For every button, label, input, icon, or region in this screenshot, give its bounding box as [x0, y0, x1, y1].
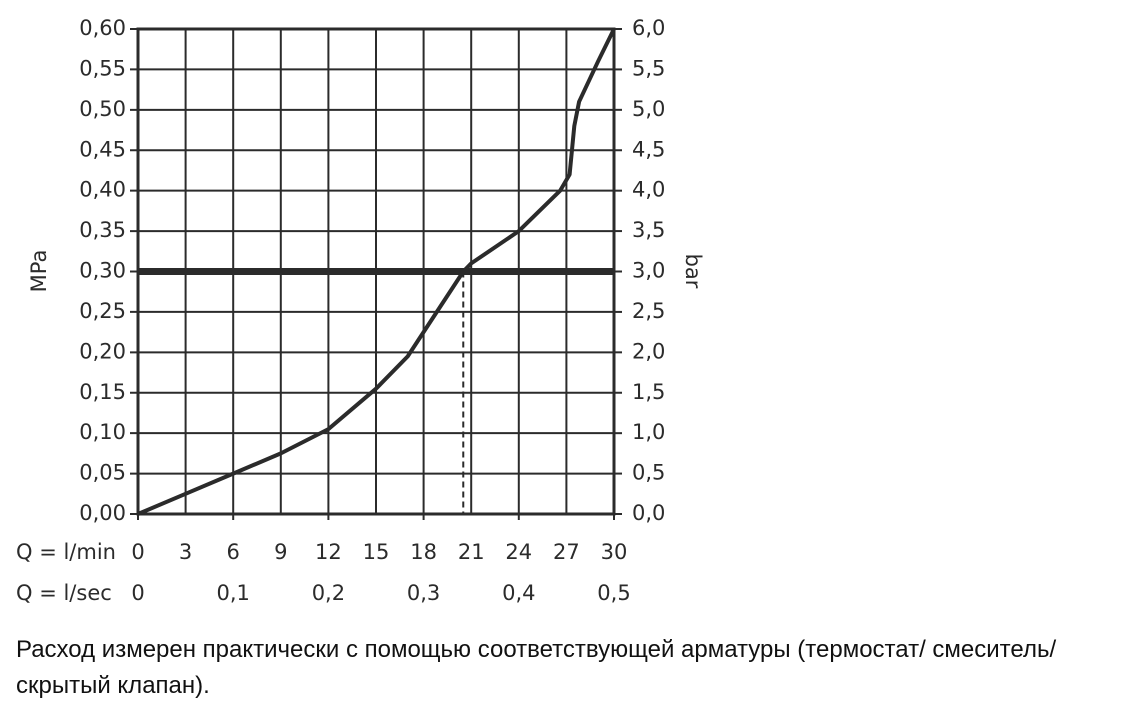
- x-tick-label: 24: [505, 540, 532, 564]
- x2-tick-label: 0,3: [407, 581, 440, 605]
- y2-tick-label: 6,0: [632, 16, 665, 40]
- y2-tick-label: 1,5: [632, 380, 665, 404]
- x-tick-label: 9: [274, 540, 287, 564]
- y2-axis-label: bar: [681, 254, 705, 289]
- y2-tick-label: 0,0: [632, 501, 665, 525]
- x2-tick-label: 0: [131, 581, 144, 605]
- x2-tick-label: 0,4: [502, 581, 535, 605]
- y-tick-label: 0,60: [79, 16, 126, 40]
- curve: [137, 28, 616, 516]
- x-tick-label: 18: [410, 540, 437, 564]
- y2-tick-label: 0,5: [632, 461, 665, 485]
- y-tick-label: 0,35: [79, 218, 126, 242]
- y-tick-label: 0,45: [79, 137, 126, 161]
- x-tick-label: 30: [601, 540, 628, 564]
- y-tick-label: 0,00: [79, 501, 126, 525]
- y2-tick-label: 5,5: [632, 56, 665, 80]
- y-tick-label: 0,55: [79, 56, 126, 80]
- x-tick-label: 12: [315, 540, 342, 564]
- x-tick-label: 15: [363, 540, 390, 564]
- y2-tick-label: 3,0: [632, 259, 665, 283]
- x-tick-label: 21: [458, 540, 485, 564]
- y-tick-label: 0,30: [79, 259, 126, 283]
- y2-tick-label: 2,5: [632, 299, 665, 323]
- y2-tick-label: 4,5: [632, 137, 665, 161]
- note: Расход измерен практически с помощью соо…: [16, 636, 1057, 699]
- x2-tick-label: 0,1: [216, 581, 249, 605]
- x-axis-label: Q = l/min: [16, 540, 116, 564]
- y-tick-label: 0,25: [79, 299, 126, 323]
- x-tick-label: 3: [179, 540, 192, 564]
- y-tick-label: 0,50: [79, 97, 126, 121]
- x2-tick-label: 0,5: [597, 581, 630, 605]
- y2-tick-label: 1,0: [632, 420, 665, 444]
- y-tick-label: 0,20: [79, 339, 126, 363]
- y-tick-label: 0,40: [79, 178, 126, 202]
- y2-tick-label: 5,0: [632, 97, 665, 121]
- y2-tick-label: 2,0: [632, 339, 665, 363]
- y-tick-label: 0,15: [79, 380, 126, 404]
- y2-tick-label: 3,5: [632, 218, 665, 242]
- x-tick-label: 27: [553, 540, 580, 564]
- y-tick-label: 0,10: [79, 420, 126, 444]
- y-tick-label: 0,05: [79, 461, 126, 485]
- y2-tick-label: 4,0: [632, 178, 665, 202]
- x-tick-label: 0: [131, 540, 144, 564]
- y-axis-label: MPa: [27, 250, 51, 293]
- x-tick-label: 6: [227, 540, 240, 564]
- x2-tick-label: 0,2: [312, 581, 345, 605]
- x2-axis-label: Q = l/sec: [16, 581, 112, 605]
